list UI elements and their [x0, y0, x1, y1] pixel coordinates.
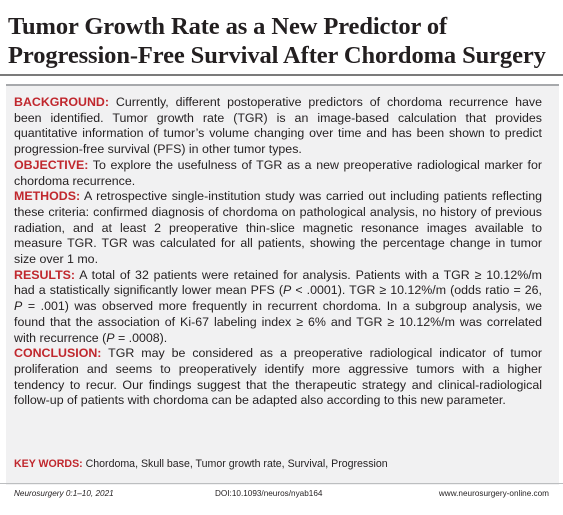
results-text-3: = .001) was observed more frequently in … [14, 299, 542, 345]
conclusion-label: CONCLUSION: [14, 346, 102, 361]
journal-url-link[interactable]: www.neurosurgery-online.com [438, 489, 549, 498]
results-label: RESULTS: [14, 267, 76, 282]
results-text-4: = .0008). [114, 330, 168, 345]
background-label: BACKGROUND: [14, 95, 109, 109]
results-paragraph: RESULTS: A total of 32 patients were ret… [14, 268, 542, 347]
keywords-label: KEY WORDS: [14, 458, 83, 470]
title-divider [0, 74, 563, 76]
background-paragraph: BACKGROUND: Currently, different postope… [14, 95, 542, 158]
keywords-text: Chordoma, Skull base, Tumor growth rate,… [82, 458, 388, 470]
abstract-box [6, 84, 559, 485]
article-title: Tumor Growth Rate as a New Predictor of … [8, 13, 546, 69]
keywords-line: KEY WORDS: Chordoma, Skull base, Tumor g… [14, 458, 388, 470]
doi-text: DOI:10.1093/neuros/nyab164 [215, 489, 323, 498]
results-text-2: < .0001). TGR ≥ 10.12%/m (odds ratio = 2… [291, 283, 542, 298]
methods-paragraph: METHODS: A retrospective single-institut… [14, 189, 542, 268]
objective-label: OBJECTIVE: [14, 157, 89, 172]
conclusion-paragraph: CONCLUSION: TGR may be considered as a p… [14, 346, 542, 409]
p-value-symbol: P [283, 283, 292, 298]
p-value-symbol: P [14, 299, 23, 314]
p-value-symbol: P [106, 330, 115, 345]
methods-text: A retrospective single-institution study… [14, 189, 542, 267]
journal-citation: Neurosurgery 0:1–10, 2021 [14, 489, 114, 498]
objective-text: To explore the usefulness of TGR as a ne… [14, 157, 542, 188]
footer-divider [0, 483, 563, 484]
conclusion-text: TGR may be considered as a preoperative … [14, 346, 542, 408]
methods-label: METHODS: [14, 189, 81, 204]
objective-paragraph: OBJECTIVE: To explore the usefulness of … [14, 158, 542, 189]
abstract-body: BACKGROUND: Currently, different postope… [14, 95, 542, 409]
results-text-1: A total of 32 patients were retained for… [14, 267, 542, 298]
background-text: Currently, different postoperative predi… [14, 95, 542, 157]
